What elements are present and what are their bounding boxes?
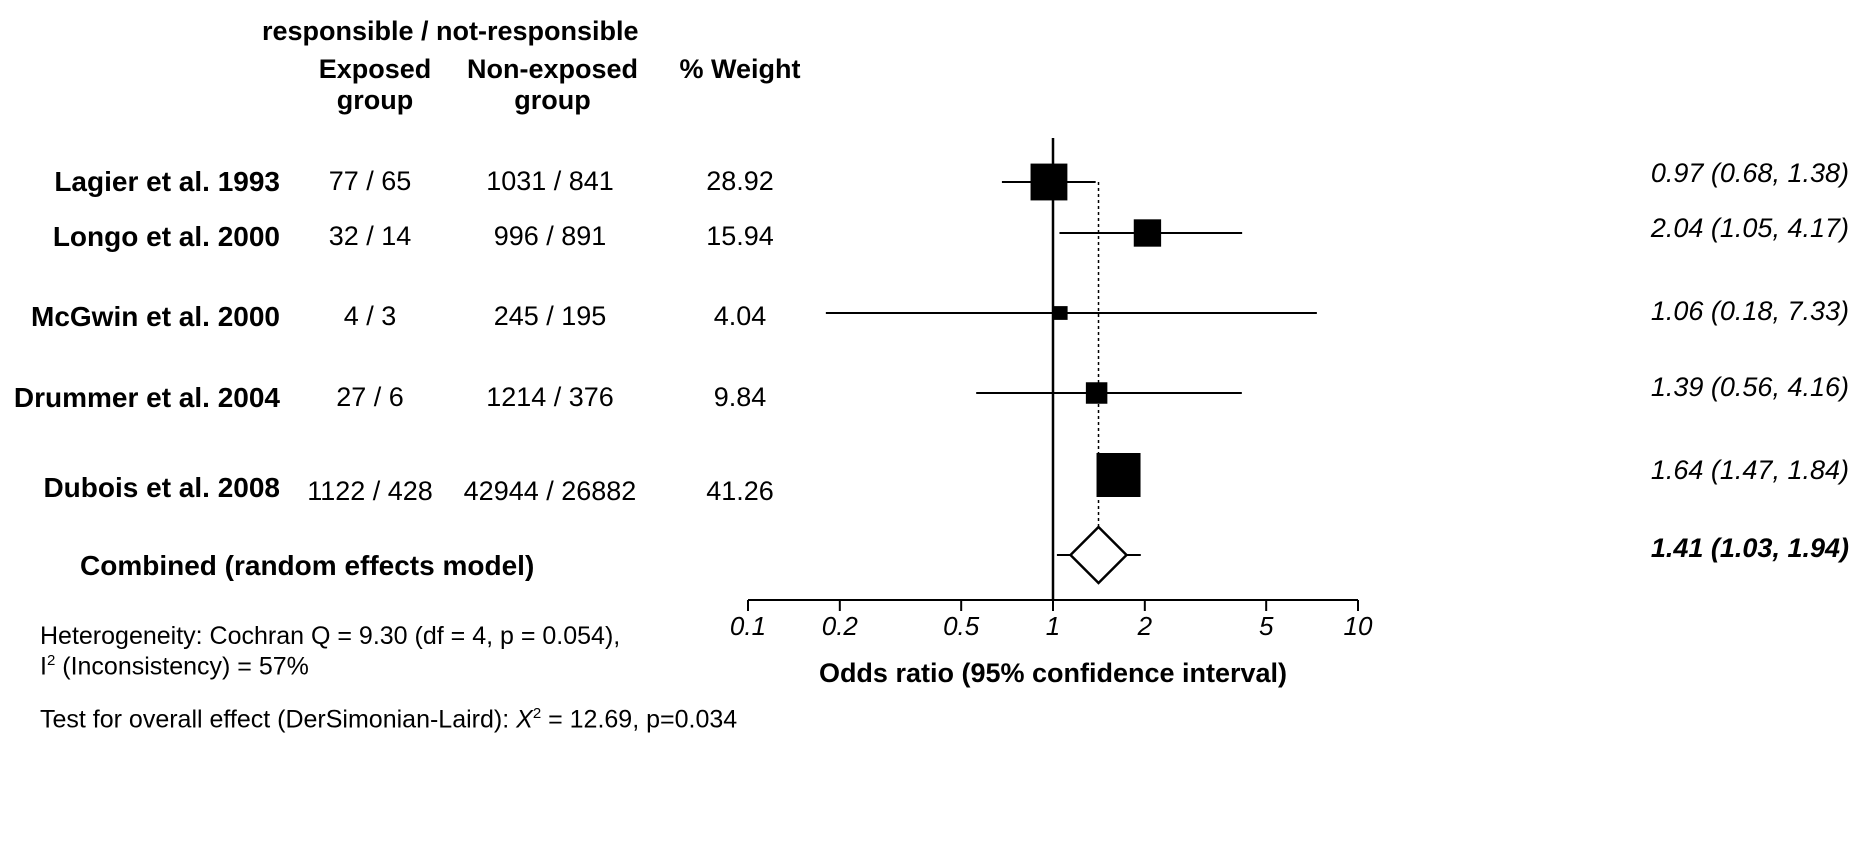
group-title: responsible / not-responsible [262,16,639,46]
nonexposed-cell: 42944 / 26882 [463,476,637,506]
weight-cell: 4.04 [713,301,767,331]
combined-label: Combined (random effects model) [80,550,535,581]
exposed-header-line2: group [336,85,414,115]
nonexposed-header-line2: group [514,85,591,115]
overall-effect-pre: Test for overall effect (DerSimonian-Lai… [40,705,517,734]
exposed-cell: 27 / 6 [336,382,404,412]
exposed-header: Exposed group [300,54,450,116]
exposed-cell: 1122 / 428 [307,476,433,506]
heterogeneity-i: I [40,652,47,681]
exposed-header-line1: Exposed [318,54,432,84]
x-axis-label: Odds ratio (95% confidence interval) [819,658,1287,688]
weight-cell: 9.84 [713,382,767,412]
x-tick-label: 0.2 [822,611,859,641]
point-estimate-square [1085,382,1108,404]
combined-ci-text: 1.41 (1.03, 1.94) [1650,533,1849,563]
point-estimate-square [1133,219,1162,247]
exposed-cell: 32 / 14 [328,221,412,251]
x-tick-label: 1 [1046,611,1060,641]
overall-effect-post: = 12.69, p=0.034 [541,705,738,734]
combined-diamond [1068,525,1129,585]
weight-header: % Weight [679,54,801,84]
x-tick-label: 2 [1137,611,1153,641]
point-estimate-square [1053,306,1068,320]
study-name: McGwin et al. 2000 [31,301,280,332]
nonexposed-cell: 245 / 195 [493,301,607,331]
study-name: Drummer et al. 2004 [13,382,280,413]
weight-cell: 41.26 [706,476,774,506]
nonexposed-cell: 996 / 891 [493,221,607,251]
forest-marks [825,138,1317,600]
heterogeneity-inconsistency: (Inconsistency) = 57% [55,652,309,681]
nonexposed-header: Non-exposed group [455,54,650,116]
point-estimate-square [1096,453,1141,497]
x-tick-label: 0.1 [730,611,766,641]
study-name: Lagier et al. 1993 [54,166,280,197]
study-name: Longo et al. 2000 [52,221,280,252]
x-tick-label: 10 [1344,611,1373,641]
ci-text: 1.64 (1.47, 1.84) [1650,455,1849,485]
overall-effect-x: X [516,705,533,734]
study-name: Dubois et al. 2008 [43,472,280,503]
weight-cell: 28.92 [706,166,774,196]
ci-text: 2.04 (1.05, 4.17) [1650,213,1849,243]
ci-text: 0.97 (0.68, 1.38) [1650,158,1849,188]
heterogeneity-sup: 2 [46,652,56,669]
heterogeneity-line2: I2 (Inconsistency) = 57% [40,652,309,681]
exposed-cell: 77 / 65 [328,166,412,196]
nonexposed-cell: 1031 / 841 [486,166,614,196]
exposed-cell: 4 / 3 [343,301,397,331]
x-tick-label: 0.5 [943,611,980,641]
x-axis: 0.1 0.2 0.5 1 2 5 10 [730,599,1373,641]
overall-effect: Test for overall effect (DerSimonian-Lai… [40,705,737,734]
point-estimate-square [1030,163,1068,201]
heterogeneity-line1: Heterogeneity: Cochran Q = 9.30 (df = 4,… [40,622,621,650]
x-tick-label: 5 [1259,611,1274,641]
weight-cell: 15.94 [706,221,774,251]
nonexposed-cell: 1214 / 376 [486,382,614,412]
overall-effect-sup: 2 [532,705,542,722]
ci-text: 1.39 (0.56, 4.16) [1650,372,1849,402]
ci-text: 1.06 (0.18, 7.33) [1650,296,1849,326]
nonexposed-header-line1: Non-exposed [466,54,639,84]
